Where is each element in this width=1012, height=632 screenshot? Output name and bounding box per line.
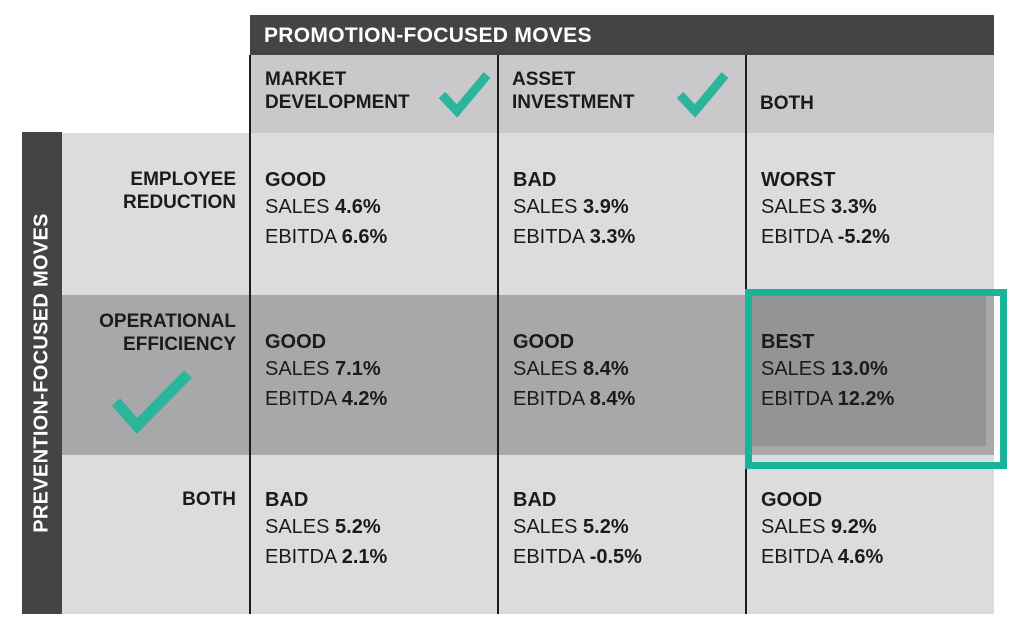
sales-metric: SALES 7.1%	[265, 358, 381, 380]
sales-metric: SALES 8.4%	[513, 358, 629, 380]
sales-metric: SALES 3.3%	[761, 196, 877, 218]
prevention-focused-title: PREVENTION-FOCUSED MOVES	[30, 213, 53, 533]
cell-operational-efficiency-both: BEST SALES 13.0% EBITDA 12.2%	[761, 330, 894, 414]
best-cell-background	[752, 296, 986, 446]
sales-metric: SALES 5.2%	[265, 516, 381, 538]
row-label-both: BOTH	[182, 489, 236, 510]
row-label-cell-both	[62, 455, 250, 614]
cell-both-asset-investment: BAD SALES 5.2% EBITDA -0.5%	[513, 488, 642, 572]
ebitda-metric: EBITDA 4.2%	[265, 388, 388, 410]
cell-both-both: GOOD SALES 9.2% EBITDA 4.6%	[761, 488, 883, 572]
column-header-market-development	[250, 55, 498, 133]
row-label-cell-operational-efficiency	[62, 295, 250, 455]
column-label-both: BOTH	[760, 93, 814, 114]
checkmark-icon	[676, 72, 729, 118]
verdict-label: GOOD	[513, 331, 575, 353]
grid-line	[249, 55, 251, 614]
verdict-label: GOOD	[265, 331, 327, 353]
ebitda-metric: EBITDA 2.1%	[265, 546, 388, 568]
column-label-market-development: MARKET DEVELOPMENT	[265, 69, 410, 113]
ebitda-metric: EBITDA 3.3%	[513, 226, 636, 248]
ebitda-metric: EBITDA -0.5%	[513, 546, 642, 568]
row-band-employee-reduction	[250, 133, 994, 295]
promotion-focused-banner: PROMOTION-FOCUSED MOVES	[250, 15, 994, 55]
sales-metric: SALES 4.6%	[265, 196, 381, 218]
cell-employee-reduction-market-development: GOOD SALES 4.6% EBITDA 6.6%	[265, 168, 387, 252]
verdict-label: WORST	[761, 169, 836, 191]
verdict-label: GOOD	[761, 489, 823, 511]
ebitda-metric: EBITDA 4.6%	[761, 546, 884, 568]
row-label-employee-reduction: EMPLOYEE REDUCTION	[123, 169, 236, 213]
best-highlight-frame	[745, 289, 1007, 469]
checkmark-icon	[438, 72, 491, 118]
sales-metric: SALES 3.9%	[513, 196, 629, 218]
column-header-both	[746, 55, 994, 133]
verdict-label: GOOD	[265, 169, 327, 191]
row-band-both	[250, 455, 994, 614]
row-label-cell-employee-reduction	[62, 133, 250, 295]
ebitda-metric: EBITDA -5.2%	[761, 226, 890, 248]
sales-metric: SALES 9.2%	[761, 516, 877, 538]
row-label-operational-efficiency: OPERATIONAL EFFICIENCY	[99, 311, 236, 355]
ebitda-metric: EBITDA 12.2%	[761, 388, 895, 410]
sales-metric: SALES 5.2%	[513, 516, 629, 538]
verdict-label: BEST	[761, 331, 815, 353]
cell-employee-reduction-both: WORST SALES 3.3% EBITDA -5.2%	[761, 168, 890, 252]
cell-employee-reduction-asset-investment: BAD SALES 3.9% EBITDA 3.3%	[513, 168, 635, 252]
promotion-focused-title: PROMOTION-FOCUSED MOVES	[264, 24, 592, 47]
cell-operational-efficiency-market-development: GOOD SALES 7.1% EBITDA 4.2%	[265, 330, 387, 414]
column-label-asset-investment: ASSET INVESTMENT	[512, 69, 635, 113]
cell-operational-efficiency-asset-investment: GOOD SALES 8.4% EBITDA 8.4%	[513, 330, 635, 414]
ebitda-metric: EBITDA 6.6%	[265, 226, 388, 248]
sales-metric: SALES 13.0%	[761, 358, 888, 380]
verdict-label: BAD	[265, 489, 309, 511]
ebitda-metric: EBITDA 8.4%	[513, 388, 636, 410]
checkmark-icon	[111, 370, 192, 435]
prevention-focused-banner: PREVENTION-FOCUSED MOVES	[22, 132, 62, 614]
verdict-label: BAD	[513, 169, 557, 191]
cell-both-market-development: BAD SALES 5.2% EBITDA 2.1%	[265, 488, 387, 572]
verdict-label: BAD	[513, 489, 557, 511]
grid-line	[497, 55, 499, 614]
